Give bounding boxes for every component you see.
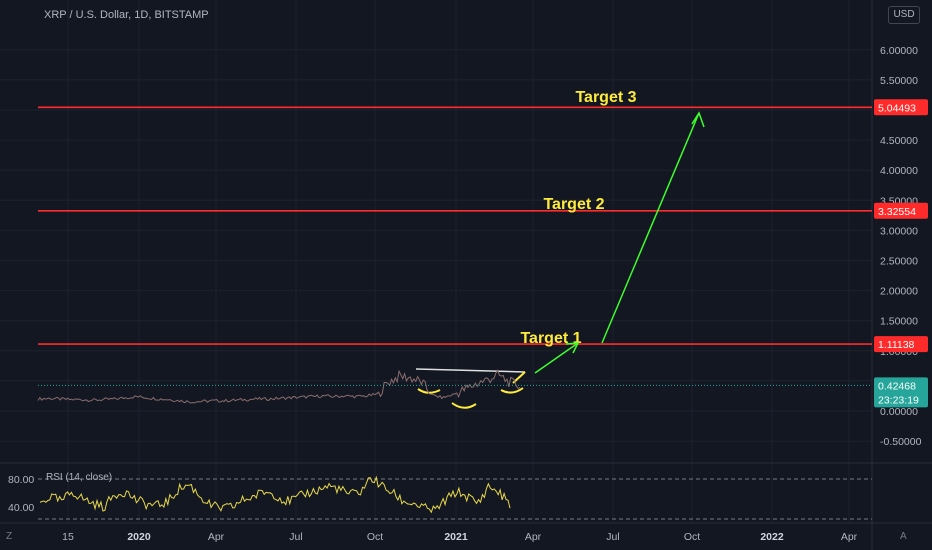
rsi-tick-label: 80.00 — [8, 474, 34, 486]
y-tick-label: 6.00000 — [880, 45, 918, 57]
target-price-text: 3.32554 — [878, 206, 916, 218]
y-tick-label: 1.50000 — [880, 316, 918, 328]
x-tick-label: Oct — [367, 531, 383, 543]
y-tick-label: 0.00000 — [880, 406, 918, 418]
y-tick-label: 4.00000 — [880, 165, 918, 177]
rsi-label: RSI (14, close) — [46, 472, 113, 483]
target-label: Target 2 — [543, 196, 604, 213]
y-tick-label: 4.50000 — [880, 135, 918, 147]
x-tick-label: 2020 — [127, 531, 151, 543]
rsi-tick-label: 40.00 — [8, 502, 34, 514]
rsi-panel: 80.00 40.00 — [8, 474, 872, 520]
x-tick-label: Apr — [208, 531, 225, 543]
x-tick-label: Jul — [289, 531, 302, 543]
last-price-text: 0.42468 — [878, 380, 916, 392]
left-shoulder-arc — [417, 388, 441, 394]
y-tick-label: 5.50000 — [880, 75, 918, 87]
time-axis[interactable]: 15 2020 Apr Jul Oct 2021 Apr Jul Oct 2022 Apr — [0, 522, 932, 543]
neckline — [415, 368, 526, 373]
target-price-text: 5.04493 — [878, 102, 916, 114]
y-tick-label: 2.50000 — [880, 256, 918, 268]
currency-button[interactable]: USD — [888, 6, 920, 24]
arrow-head-2 — [691, 111, 705, 128]
countdown-text: 23:23:19 — [878, 394, 919, 406]
x-tick-label: Jul — [606, 531, 619, 543]
last-price-badge — [874, 377, 928, 408]
target-label: Target 1 — [520, 330, 581, 347]
x-tick-label: 2022 — [760, 531, 784, 543]
arrow-line-2 — [601, 112, 700, 344]
y-tick-label: 2.00000 — [880, 286, 918, 298]
target-label: Target 3 — [575, 89, 636, 106]
rsi-line — [39, 475, 511, 514]
x-tick-label: 15 — [62, 531, 74, 543]
head-arc — [451, 402, 477, 409]
target-price-badge — [874, 202, 928, 219]
x-tick-label: 2021 — [444, 531, 468, 543]
price-axis[interactable]: 6.000005.500005.000004.500004.000003.500… — [874, 45, 928, 448]
target-price-badge — [874, 336, 928, 353]
y-tick-label: 3.00000 — [880, 225, 918, 237]
x-tick-label: Oct — [684, 531, 700, 543]
x-tick-label: Apr — [841, 531, 858, 543]
right-shoulder-arc — [500, 387, 524, 394]
target-price-text: 1.11138 — [878, 339, 915, 351]
arrow-line-1 — [534, 342, 579, 374]
target-levels: Target 1 Target 2 Target 3 — [38, 89, 872, 347]
x-tick-label: Apr — [525, 531, 542, 543]
projection-arrows — [534, 111, 705, 374]
chart-title: XRP / U.S. Dollar, 1D, BITSTAMP — [44, 9, 209, 21]
y-tick-label: -0.50000 — [880, 436, 922, 448]
target-price-badge — [874, 99, 928, 116]
auto-scale-button[interactable]: A — [900, 531, 907, 542]
arrow-head-1 — [565, 342, 580, 354]
price-series — [37, 369, 872, 404]
timezone-button[interactable]: Z — [6, 531, 13, 542]
price-line — [37, 369, 521, 404]
inverse-head-shoulders-pattern — [415, 368, 526, 409]
